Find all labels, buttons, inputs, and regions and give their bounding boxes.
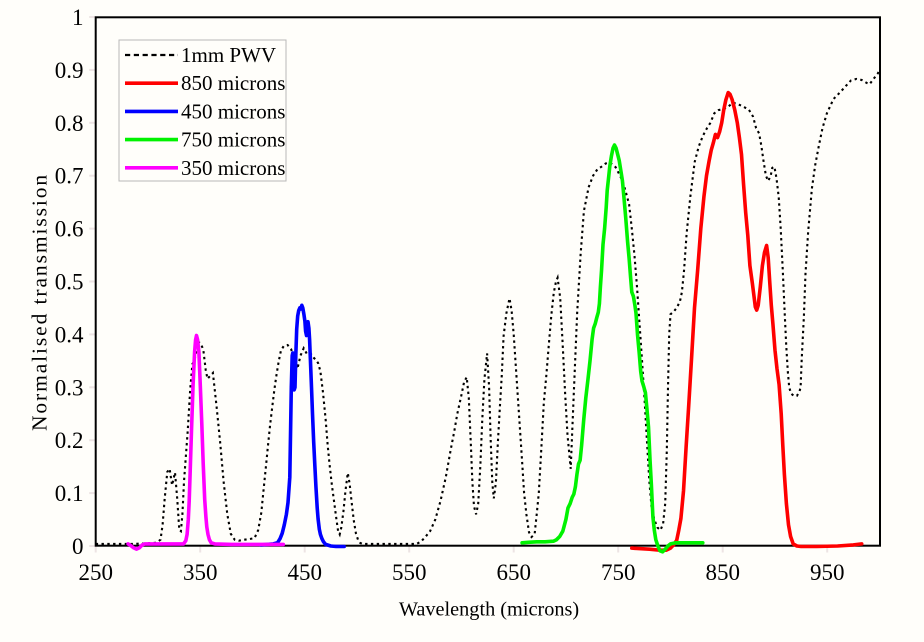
svg-text:0.2: 0.2 bbox=[55, 428, 84, 453]
svg-text:750 microns: 750 microns bbox=[181, 128, 285, 152]
svg-text:0.3: 0.3 bbox=[55, 375, 84, 400]
svg-text:0.4: 0.4 bbox=[55, 322, 84, 347]
svg-text:350 microns: 350 microns bbox=[181, 156, 285, 180]
svg-text:0.5: 0.5 bbox=[55, 270, 84, 295]
svg-text:350: 350 bbox=[183, 560, 218, 585]
svg-text:0.1: 0.1 bbox=[55, 481, 84, 506]
svg-text:750: 750 bbox=[601, 560, 636, 585]
svg-text:1mm PWV: 1mm PWV bbox=[181, 43, 276, 67]
svg-text:1: 1 bbox=[72, 5, 84, 30]
svg-text:0.7: 0.7 bbox=[55, 164, 84, 189]
svg-text:250: 250 bbox=[78, 560, 113, 585]
svg-text:850 microns: 850 microns bbox=[181, 71, 285, 95]
svg-text:950: 950 bbox=[810, 560, 845, 585]
svg-text:0.9: 0.9 bbox=[55, 58, 84, 83]
svg-text:550: 550 bbox=[392, 560, 427, 585]
svg-text:0.6: 0.6 bbox=[55, 217, 84, 242]
svg-text:850: 850 bbox=[705, 560, 740, 585]
svg-text:0: 0 bbox=[72, 534, 84, 559]
svg-text:Wavelength (microns): Wavelength (microns) bbox=[399, 599, 579, 621]
svg-text:0.8: 0.8 bbox=[55, 111, 84, 136]
svg-text:450: 450 bbox=[287, 560, 322, 585]
svg-text:650: 650 bbox=[496, 560, 531, 585]
svg-text:Normalised transmission: Normalised transmission bbox=[28, 173, 52, 431]
svg-text:450 microns: 450 microns bbox=[181, 99, 285, 123]
